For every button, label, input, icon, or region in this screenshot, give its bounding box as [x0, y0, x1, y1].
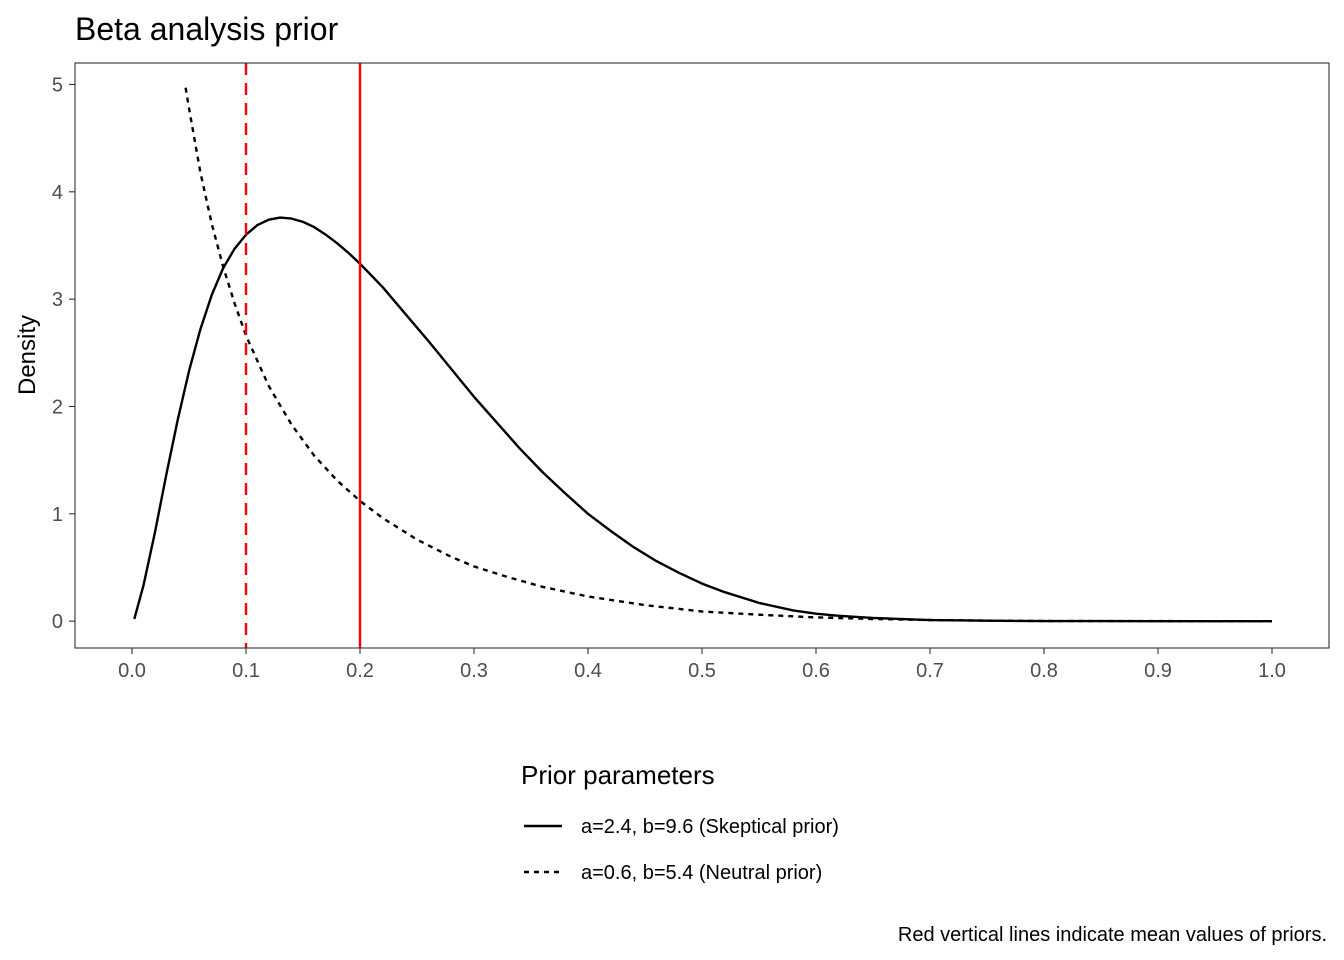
legend: Prior parameters a=2.4, b=9.6 (Skeptical…: [521, 760, 839, 884]
y-tick-label: 0: [52, 611, 63, 633]
x-tick-label: 0.8: [1030, 660, 1058, 682]
series-line-2: [184, 87, 1272, 623]
x-tick-label: 0.9: [1144, 660, 1172, 682]
y-tick-label: 5: [52, 74, 63, 96]
y-tick-label: 1: [52, 504, 63, 526]
plot-panel: [74, 62, 1330, 649]
x-tick-label: 0.6: [802, 660, 830, 682]
x-tick-label: 0.4: [574, 660, 602, 682]
series-layer: [133, 87, 1272, 623]
y-axis-title: Density: [14, 315, 41, 395]
y-tick-label: 2: [52, 396, 63, 418]
legend-title: Prior parameters: [521, 760, 715, 790]
legend-items: a=2.4, b=9.6 (Skeptical prior) a=0.6, b=5…: [524, 816, 839, 884]
x-tick-label: 1.0: [1258, 660, 1286, 682]
legend-label-2: a=0.6, b=5.4 (Neutral prior): [581, 862, 822, 884]
x-tick-label: 0.3: [460, 660, 488, 682]
x-tick-label: 0.5: [688, 660, 716, 682]
y-axis: 0 1 2 3 4 5: [52, 74, 75, 633]
x-axis: 0.0 0.1 0.2 0.3 0.4 0.5 0.6 0.7 0.8 0.9 1.0: [118, 648, 1286, 682]
x-tick-label: 0.1: [232, 660, 260, 682]
panel-background: [75, 63, 1329, 648]
mean-lines-layer: [244, 63, 362, 648]
y-tick-label: 4: [52, 182, 63, 204]
y-tick-label: 3: [52, 289, 63, 311]
chart-title: Beta analysis prior: [75, 11, 339, 47]
legend-label-1: a=2.4, b=9.6 (Skeptical prior): [581, 816, 839, 838]
chart-caption: Red vertical lines indicate mean values …: [898, 924, 1327, 946]
x-tick-label: 0.0: [118, 660, 146, 682]
x-tick-label: 0.7: [916, 660, 944, 682]
x-tick-label: 0.2: [346, 660, 374, 682]
